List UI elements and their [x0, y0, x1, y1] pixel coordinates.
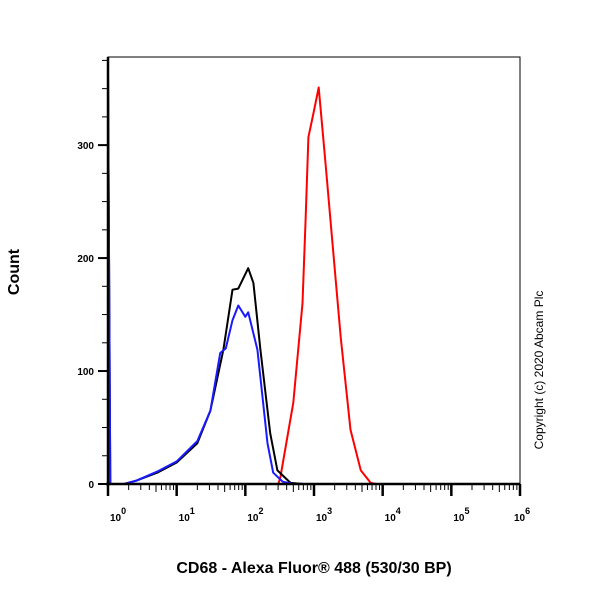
x-tick-label: 106	[514, 506, 530, 524]
x-tick-label: 100	[110, 506, 126, 524]
x-tick-base: 10	[110, 513, 122, 524]
x-tick-exponent: 6	[525, 506, 530, 516]
plot-frame	[107, 56, 521, 485]
x-tick-base: 10	[453, 513, 465, 524]
x-tick-exponent: 1	[190, 506, 195, 516]
x-tick-exponent: 4	[396, 506, 401, 516]
x-tick-label: 104	[385, 506, 401, 524]
x-tick-label: 102	[247, 506, 263, 524]
x-tick-base: 10	[247, 513, 259, 524]
copyright-annotation: Copyright (c) 2020 Abcam Plc	[532, 291, 546, 450]
series-line-1	[107, 72, 520, 485]
y-tick-label: 100	[77, 367, 94, 378]
x-axis-label: CD68 - Alexa Fluor® 488 (530/30 BP)	[176, 560, 451, 577]
x-tick-base: 10	[316, 513, 328, 524]
series-group	[107, 72, 520, 485]
series-line-0	[108, 86, 520, 485]
x-tick-label: 103	[316, 506, 332, 524]
series-line-2	[107, 72, 520, 485]
x-tick-base: 10	[385, 513, 397, 524]
x-tick-base: 10	[179, 513, 191, 524]
y-tick-label: 200	[77, 254, 94, 265]
y-tick-label: 300	[77, 141, 94, 152]
x-tick-label: 101	[179, 506, 195, 524]
x-tick-base: 10	[514, 513, 526, 524]
x-tick-exponent: 5	[464, 506, 469, 516]
x-tick-label: 105	[453, 506, 469, 524]
x-tick-exponent: 3	[327, 506, 332, 516]
y-tick-label: 0	[88, 480, 94, 491]
x-tick-exponent: 0	[121, 506, 126, 516]
x-tick-exponent: 2	[258, 506, 263, 516]
y-axis-label: Count	[6, 248, 23, 295]
